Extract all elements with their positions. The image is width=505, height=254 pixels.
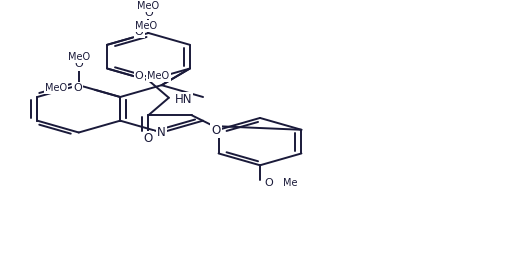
Text: O: O: [212, 124, 221, 137]
Text: O: O: [135, 27, 143, 37]
Text: O: O: [265, 178, 273, 188]
Text: MeO: MeO: [147, 71, 170, 81]
Text: MeO: MeO: [137, 1, 160, 11]
Text: MeO: MeO: [135, 21, 157, 31]
Text: Me: Me: [283, 178, 297, 188]
Text: O: O: [144, 8, 153, 18]
Text: O: O: [135, 71, 143, 81]
Text: O: O: [74, 83, 82, 93]
Text: MeO: MeO: [68, 52, 90, 62]
Text: MeO: MeO: [45, 83, 67, 93]
Text: HN: HN: [175, 93, 192, 106]
Text: O: O: [74, 59, 83, 70]
Text: N: N: [157, 126, 166, 139]
Text: O: O: [144, 132, 153, 145]
